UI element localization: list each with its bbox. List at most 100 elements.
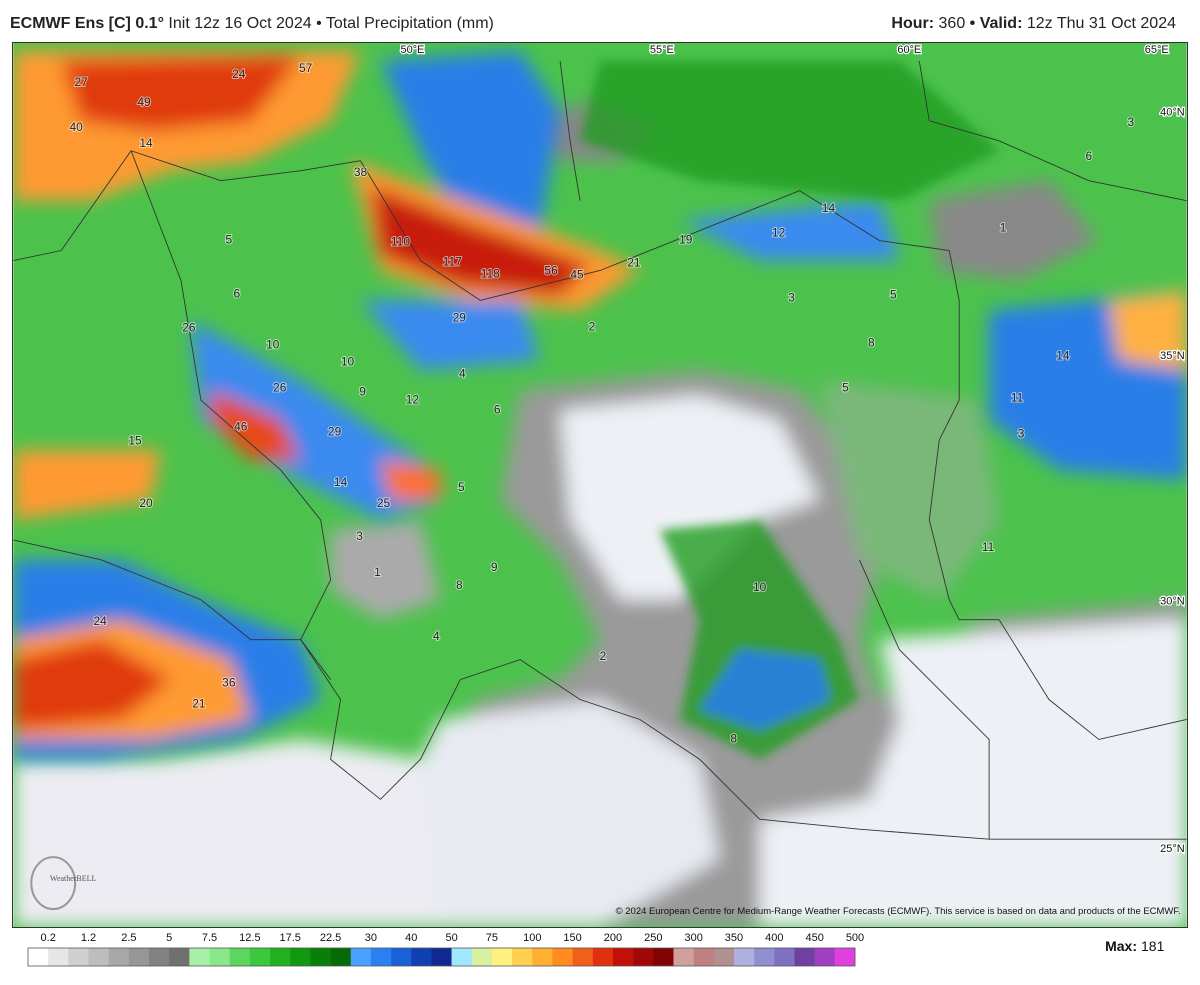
precip-value: 25	[377, 496, 391, 510]
colorbar-label: 300	[684, 932, 702, 944]
wet-areas	[13, 50, 1187, 760]
colorbar-swatch	[633, 948, 654, 966]
colorbar-swatch	[108, 948, 130, 966]
colorbar: 0.2 1.2 2.5 5 7.5 12.5 17.5 22.5 30 40 50 75 100 150 2…	[27, 932, 1165, 967]
colorbar-swatch	[592, 948, 614, 966]
precip-value: 10	[753, 580, 767, 594]
precip-value: 6	[494, 402, 501, 416]
colorbar-swatch	[48, 948, 69, 966]
colorbar-swatch	[310, 948, 331, 966]
precip-value: 12	[406, 392, 420, 406]
colorbar-swatch	[572, 948, 594, 966]
precip-value: 9	[491, 560, 498, 574]
colorbar-swatch	[391, 948, 412, 966]
precip-value: 29	[453, 311, 467, 325]
precip-value: 110	[391, 235, 410, 249]
colorbar-swatch	[733, 948, 755, 966]
precip-value: 24	[232, 67, 246, 81]
precip-value: 19	[679, 233, 693, 247]
colorbar-swatch	[209, 948, 231, 966]
header-left: ECMWF Ens [C] 0.1° Init 12z 16 Oct 2024 …	[10, 15, 494, 33]
precip-value: 5	[458, 480, 465, 494]
hour: 360	[938, 15, 966, 32]
colorbar-label: 150	[563, 932, 581, 944]
precip-value: 2	[600, 649, 607, 663]
precip-value: 57	[299, 61, 313, 75]
precip-field	[13, 43, 1187, 927]
colorbar-swatch	[774, 948, 795, 966]
colorbar-swatch	[290, 948, 311, 966]
precip-value: 14	[1056, 348, 1070, 362]
precip-value: 14	[139, 136, 153, 150]
colorbar-labels: 0.2 1.2 2.5 5 7.5 12.5 17.5 22.5 30 40 50 75 100 150 2…	[41, 932, 865, 944]
logo-mark	[30, 856, 77, 911]
precip-value: 6	[1086, 149, 1093, 163]
graticule-labels: 50°E 55°E 60°E 65°E 40°N 35°N 30°N 25°N	[399, 43, 1186, 856]
longitude-label: 50°E	[400, 44, 424, 56]
precip-value: 14	[334, 475, 348, 489]
precip-value: 14	[822, 201, 836, 215]
precip-value: 26	[182, 321, 196, 335]
precip-value: 4	[433, 629, 440, 643]
precip-value: 6	[233, 287, 240, 301]
colorbar-label: 5	[166, 932, 172, 944]
colorbar-swatch	[411, 948, 432, 966]
colorbar-swatch	[693, 948, 715, 966]
colorbar-swatch	[794, 948, 815, 966]
precip-value: 12	[772, 226, 786, 240]
colorbar-swatch	[68, 948, 89, 966]
header-right: Hour: 360 • Valid: 12z Thu 31 Oct 2024	[891, 15, 1176, 33]
precip-value: 21	[192, 697, 206, 711]
precip-value: 3	[788, 291, 795, 305]
colorbar-label: 1.2	[81, 932, 96, 944]
map: 50°E 55°E 60°E 65°E40°N35°N30°N25°N 2749405…	[12, 42, 1188, 928]
max-value: 181	[1141, 938, 1165, 954]
precip-value: 3	[1127, 115, 1134, 129]
colorbar-swatch	[229, 948, 251, 966]
colorbar-swatch	[713, 948, 735, 966]
colorbar-swatch	[552, 948, 573, 966]
precip-value: 5	[842, 380, 849, 394]
colorbar-swatch	[330, 948, 352, 966]
precip-value: 118	[481, 267, 500, 281]
precip-value: 5	[890, 288, 897, 302]
longitude-label: 65°E	[1145, 44, 1169, 56]
colorbar-label: 22.5	[320, 932, 341, 944]
title: ECMWF Ens [C] 0.1°	[10, 15, 164, 32]
precip-value: 2	[589, 320, 596, 334]
precip-value: 27	[75, 75, 89, 89]
precip-value: 117	[443, 255, 462, 269]
colorbar-label: 17.5	[280, 932, 301, 944]
precip-value: 49	[137, 95, 151, 109]
colorbar-swatch	[370, 948, 392, 966]
colorbar-swatch	[28, 948, 49, 966]
latitude-label: 35°N	[1160, 350, 1185, 362]
colorbar-label: 200	[604, 932, 622, 944]
colorbar-swatch	[471, 948, 493, 966]
colorbar-label: 75	[486, 932, 498, 944]
colorbar-label: 2.5	[121, 932, 136, 944]
valid-label: • Valid:	[969, 15, 1023, 32]
colorbar-label: 0.2	[41, 932, 56, 944]
colorbar-label: 450	[805, 932, 823, 944]
valid: 12z Thu 31 Oct 2024	[1026, 15, 1176, 32]
latitude-label: 30°N	[1160, 596, 1185, 608]
colorbar-swatch	[350, 948, 372, 966]
logo: WeatherBELL	[50, 874, 96, 883]
precip-value: 5	[226, 233, 233, 247]
colorbar-swatch	[270, 948, 291, 966]
copyright: © 2024 European Centre for Medium-Range …	[616, 906, 1181, 917]
colorbar-swatch	[814, 948, 836, 966]
hour-label: Hour:	[891, 15, 935, 32]
precip-value: 1	[374, 565, 381, 579]
precip-value: 46	[234, 419, 248, 433]
precip-value: 10	[341, 354, 355, 368]
precip-value: 8	[456, 578, 463, 592]
colorbar-label: 250	[644, 932, 662, 944]
max-label: Max:	[1105, 938, 1137, 954]
precip-value: 8	[730, 732, 737, 746]
colorbar-swatch	[491, 948, 513, 966]
precip-value: 20	[139, 496, 153, 510]
